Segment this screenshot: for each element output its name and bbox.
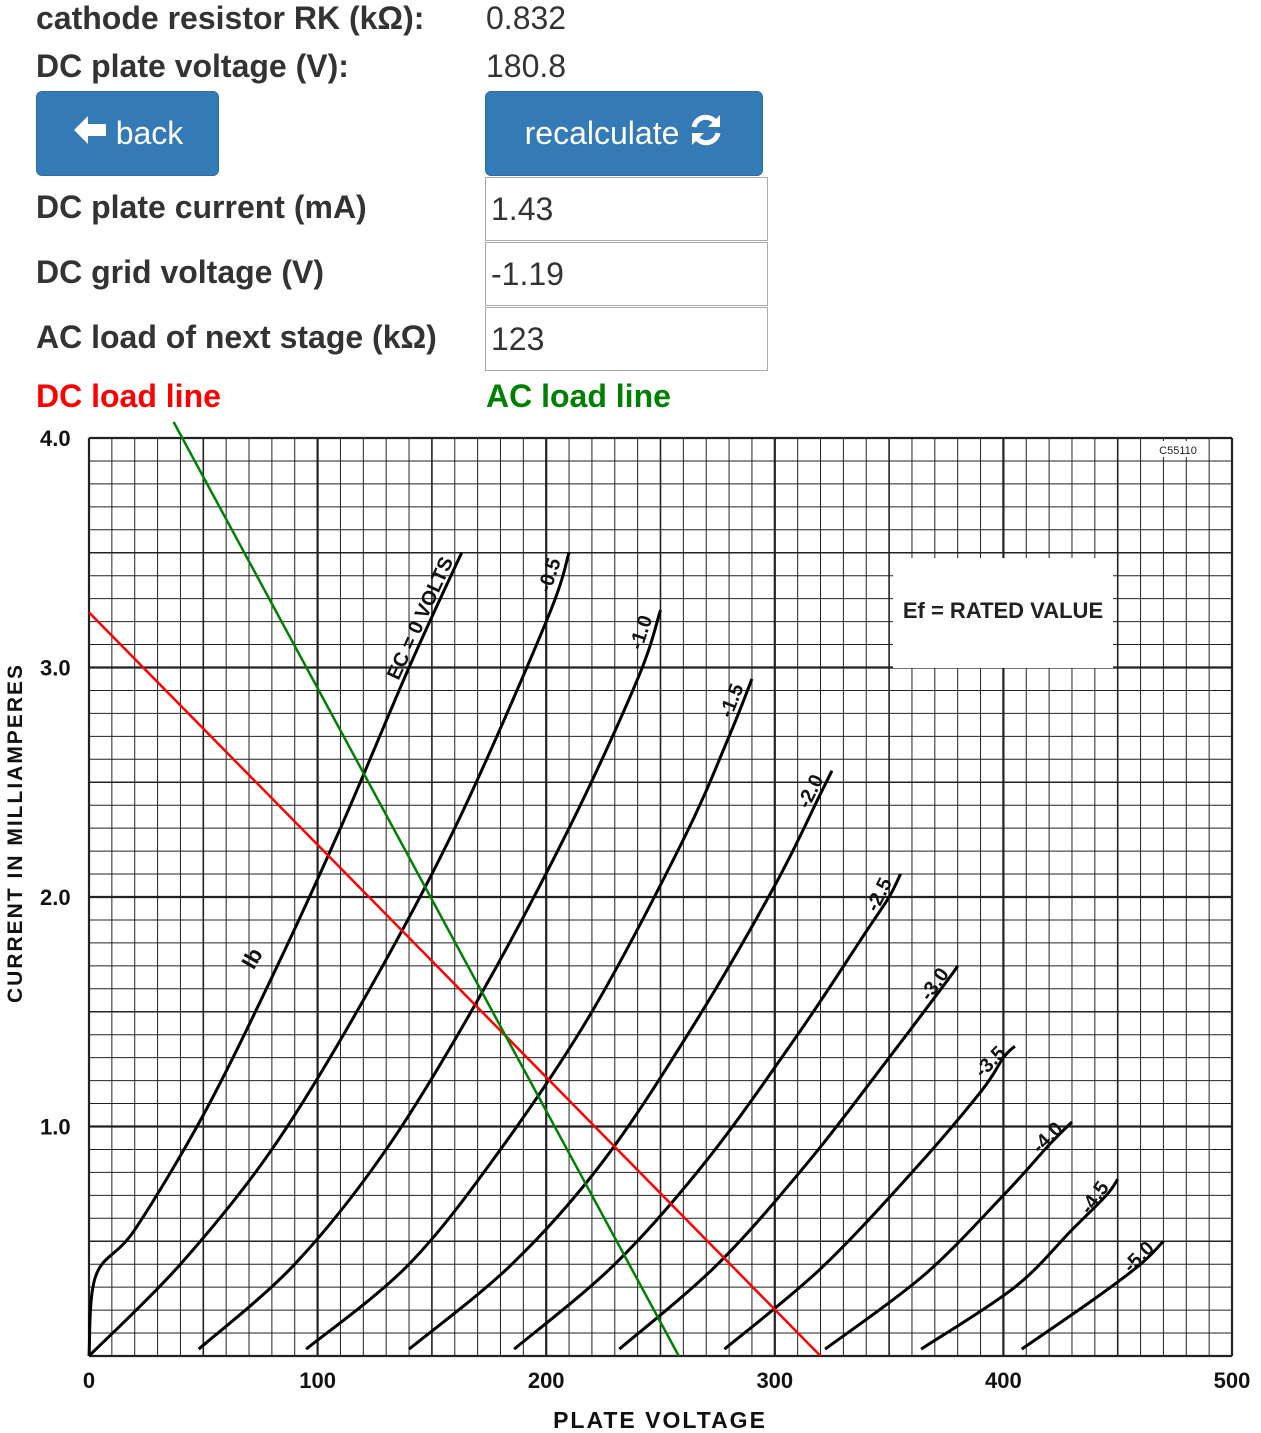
recalculate-button[interactable]: recalculate [485,91,763,176]
curve-label: -5.0 [1119,1237,1159,1277]
curve-label: -4.0 [1028,1118,1068,1158]
load-lines [88,421,822,1356]
curve-label: -3.0 [916,964,954,1005]
curve-label: -4.5 [1076,1177,1114,1218]
ac-load-line [172,421,680,1356]
ac-load-line-legend: AC load line [486,378,671,414]
ib-label: Ib [236,943,267,972]
x-tick-label: 300 [756,1368,793,1393]
x-tick-label: 400 [985,1368,1022,1393]
plate-curve [87,552,463,1357]
curve-label: EC = 0 VOLTS [383,554,458,684]
plate-curve [618,964,959,1351]
dc-load-line-legend: DC load line [36,378,221,414]
y-tick-label: 1.0 [40,1115,71,1140]
plate-curve [87,552,571,1358]
plate-curve [197,609,662,1351]
plate-voltage-label: DC plate voltage (V): [36,48,349,84]
ac-load-label: AC load of next stage (kΩ) [36,319,437,355]
x-tick-label: 200 [528,1368,565,1393]
grid-voltage-input[interactable] [485,242,768,306]
curve-label: -1.5 [715,681,748,721]
curve-label: -0.5 [534,555,566,595]
back-button[interactable]: back [36,91,219,176]
x-tick-label: 0 [83,1368,95,1393]
grid-voltage-label: DC grid voltage (V) [36,254,325,290]
rk-label: cathode resistor RK (kΩ): [36,0,425,36]
curve-label: -2.0 [793,771,828,812]
arrow-left-icon [72,115,108,153]
x-axis-label: PLATE VOLTAGE [553,1407,767,1433]
x-tick-label: 500 [1214,1368,1251,1393]
annotation-box [893,558,1113,668]
plate-curve [513,873,902,1351]
y-tick-label: 4.0 [40,426,71,451]
annotation-text: Ef = RATED VALUE [903,598,1103,623]
plate-curve [920,1178,1119,1351]
plate-curves [87,552,1165,1358]
plate-voltage-value: 180.8 [486,48,567,84]
rk-value: 0.832 [486,0,567,36]
plate-curve [408,770,834,1351]
ac-load-input[interactable] [485,307,768,371]
curve-label: -2.5 [862,874,897,915]
plate-curve [305,678,754,1351]
y-axis-label: CURRENT IN MILLIAMPERES [4,663,27,1003]
plate-current-input[interactable] [485,177,768,241]
plate-current-label: DC plate current (mA) [36,189,367,225]
corner-code: C55110 [1159,445,1197,457]
corner-code-box [1148,441,1208,457]
chart-labels: Ef = RATED VALUE C55110 EC = 0 VOLTS -0.5 -1… [4,426,1250,1433]
recalculate-button-label: recalculate [524,115,680,151]
chart-grid [87,436,1234,1358]
back-button-label: back [115,115,184,151]
dc-load-line [88,611,822,1356]
curve-label: -1.0 [626,613,658,653]
refresh-icon [689,113,723,155]
plate-curve [723,1045,1016,1351]
plate-curve [824,1120,1074,1351]
plate-characteristics-chart: Ef = RATED VALUE C55110 EC = 0 VOLTS -0.5 -1… [4,421,1250,1433]
x-tick-label: 100 [299,1368,336,1393]
y-tick-label: 3.0 [40,656,71,681]
y-tick-label: 2.0 [40,885,71,910]
plate-curve [1020,1240,1165,1351]
